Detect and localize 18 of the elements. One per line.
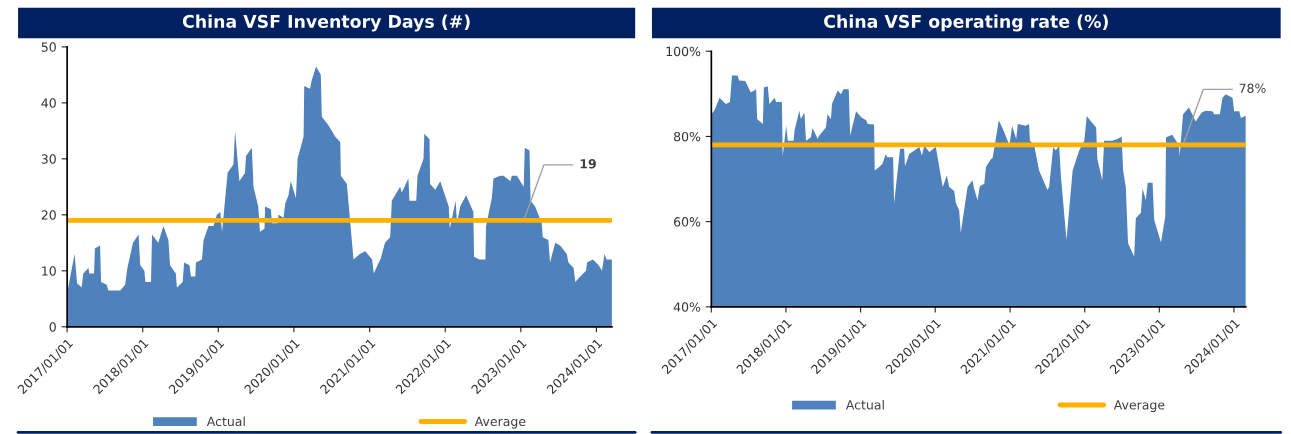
y-tick-label: 10	[42, 266, 56, 276]
y-tick-label: 60%	[674, 217, 701, 227]
chart-title: China VSF Inventory Days (#)	[182, 14, 470, 32]
legend-label: Average	[1113, 400, 1165, 412]
chart-title: China VSF operating rate (%)	[824, 14, 1108, 32]
y-tick-label: 40%	[673, 302, 701, 312]
y-tick-label: 20	[41, 210, 56, 220]
y-tick-label: 40	[41, 98, 56, 108]
y-tick-label: 30	[41, 154, 56, 164]
legend-label: Average	[474, 416, 526, 429]
annotation: 19	[580, 159, 596, 169]
legend-label: Actual	[206, 416, 245, 427]
annotation: 78%	[1239, 83, 1266, 94]
y-tick-label: 80%	[673, 131, 701, 142]
y-tick-label: 0	[49, 322, 56, 332]
y-tick-label: 50	[41, 42, 56, 52]
legend-label: Actual	[845, 399, 884, 410]
y-tick-label: 100%	[666, 46, 701, 57]
